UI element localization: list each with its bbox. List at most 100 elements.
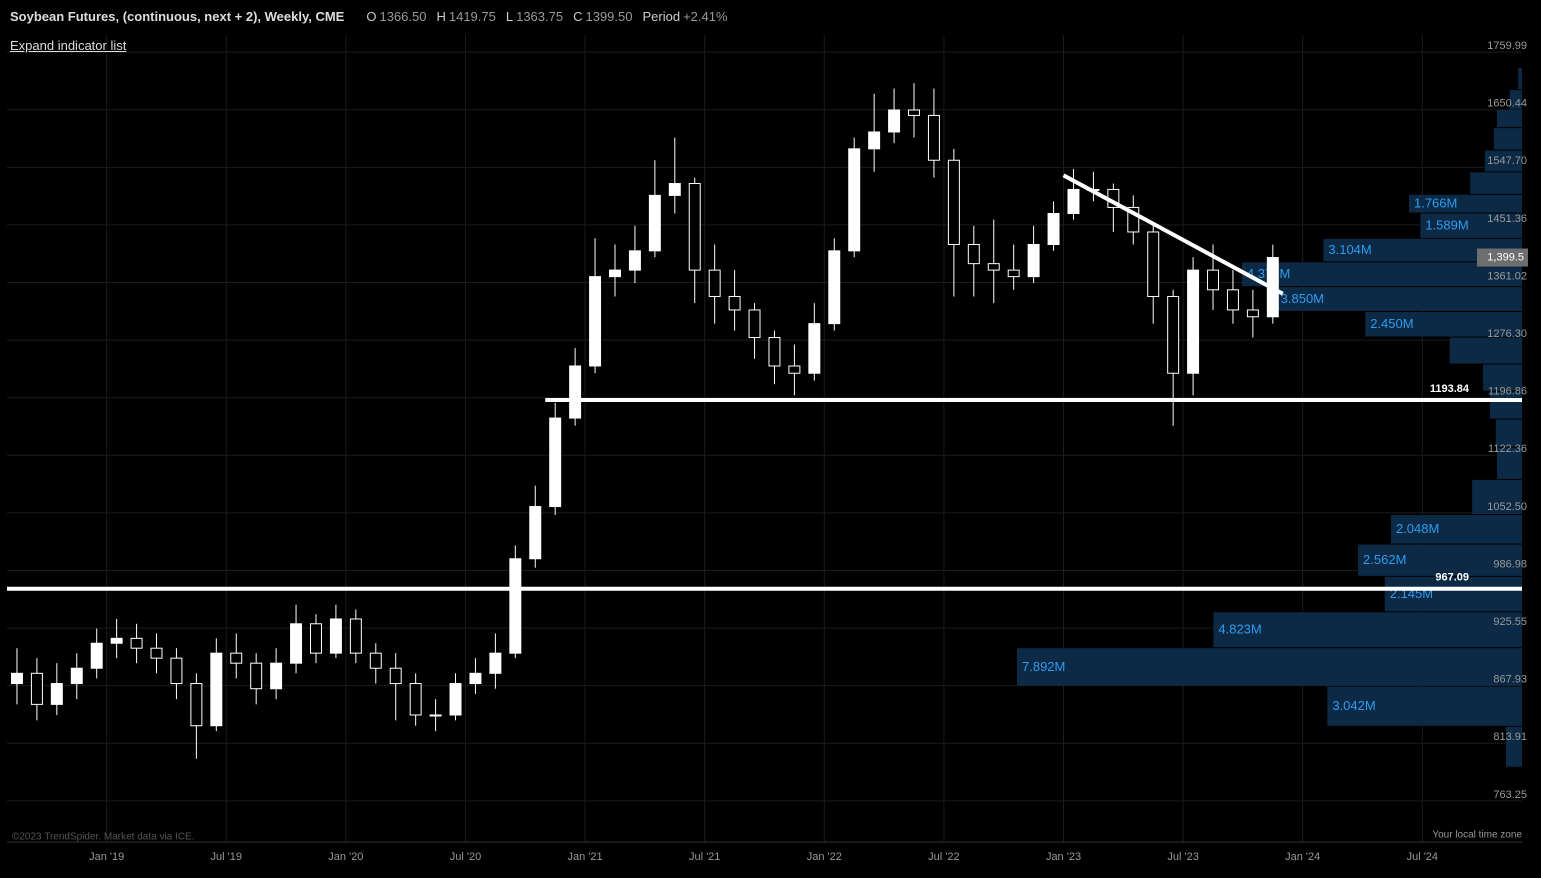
y-tick-label: 1122.36 [1488,443,1527,455]
x-tick-label: Jan '21 [568,851,603,863]
candle-body [130,637,143,649]
candle-body [230,652,243,664]
copyright: ©2023 TrendSpider. Market data via ICE. [12,832,194,843]
candle-body [1007,269,1020,278]
candle-body [449,683,462,716]
x-tick-label: Jan '19 [89,851,124,863]
x-tick-label: Jan '22 [807,851,842,863]
candle-body [728,295,741,311]
expand-indicator-link[interactable]: Expand indicator list [10,38,127,53]
candle-body [170,657,183,685]
candle-body [609,269,621,278]
candle-body [648,194,661,252]
x-tick-label: Jul '19 [211,851,242,863]
stat-label: Period [642,9,681,24]
candle-body [1067,188,1080,214]
x-tick-label: Jan '24 [1285,851,1320,863]
candle-body [1047,212,1060,246]
volume-profile-bar [1358,544,1522,576]
volume-profile-bar [1490,391,1522,419]
candle-body [349,618,362,654]
y-tick-label: 1451.36 [1487,213,1527,225]
volume-profile-label: 4.823M [1218,622,1261,637]
volume-profile-bar [1017,648,1522,686]
stat-value: 1419.75 [448,9,496,24]
y-tick-label: 867.93 [1493,674,1527,686]
x-tick-label: Jul '20 [450,851,481,863]
candle-body [250,662,263,690]
candle-body [30,672,43,705]
candle-body [688,183,701,271]
stat-label: O [366,9,377,24]
y-tick-label: 925.55 [1493,616,1527,628]
candle-body [788,365,801,374]
candle-body [190,683,203,727]
candle-body [329,618,342,654]
volume-profile-bar [1323,238,1522,262]
volume-profile-bar [1365,311,1522,337]
volume-profile-bar [1213,612,1522,648]
y-tick-label: 1276.30 [1487,328,1527,340]
chart-header: Soybean Futures, (continuous, next + 2),… [10,9,728,24]
candle-body [768,337,781,367]
volume-profile-bar [1384,576,1522,612]
trendline [1062,173,1284,296]
chart-title: Soybean Futures, (continuous, next + 2),… [10,9,345,24]
candle-body [529,506,542,560]
candle-body [748,309,761,339]
volume-profile-bar [1449,337,1522,364]
candle-body [110,637,123,644]
candle-body [429,714,442,717]
volume-profile-bar [1275,287,1522,311]
volume-profile-bar [1484,150,1522,172]
y-tick-label: 813.91 [1493,731,1527,743]
candle-body [868,131,881,150]
volume-profile-bar [1497,447,1522,479]
volume-profile-bar [1472,479,1522,515]
volume-profile-label: 2.562M [1363,552,1406,567]
candle-body [1207,269,1220,291]
candle-body [569,365,582,419]
candle-body [888,109,901,133]
volume-profile-bar [1493,128,1522,150]
candle-body [828,250,841,325]
candle-body [549,417,562,508]
volume-profile-bar [1482,364,1522,391]
candle-body [389,667,402,685]
volume-profile-bar [1518,68,1522,90]
volume-profile-label: 7.892M [1022,659,1065,674]
volume-profile-bar [1509,90,1522,109]
candle-body [808,323,821,374]
candle-body [668,183,681,196]
candle-body [1127,206,1140,233]
y-tick-label: 1052.50 [1487,501,1527,513]
candle-body [150,647,163,659]
candle-body [90,642,103,669]
candle-body [987,263,1000,271]
candle-body [708,269,721,297]
volume-profile-label: 1.589M [1425,218,1468,233]
candle-body [908,109,920,116]
support-label: 1193.84 [1430,383,1470,395]
y-tick-label: 986.98 [1493,558,1527,570]
candle-body [290,623,303,664]
volume-profile-bar [1497,109,1522,128]
volume-profile-label: 1.766M [1414,196,1457,211]
candle-body [210,652,223,727]
volume-profile-label: 3.104M [1328,242,1371,257]
candle-body [1027,244,1040,278]
volume-profile-bar [1420,213,1522,238]
y-tick-label: 763.25 [1493,789,1527,801]
stat-value: +2.41% [683,9,728,24]
volume-profile-bar [1470,172,1522,194]
candle-body [489,652,502,674]
candle-body [469,672,482,685]
candle-body [589,276,602,367]
candle-body [1226,289,1239,311]
y-tick-label: 1196.86 [1488,386,1527,398]
candle-body [927,114,940,161]
volume-profile-label: 2.450M [1370,316,1413,331]
candle-body [1147,231,1160,297]
candle-body [309,623,322,654]
